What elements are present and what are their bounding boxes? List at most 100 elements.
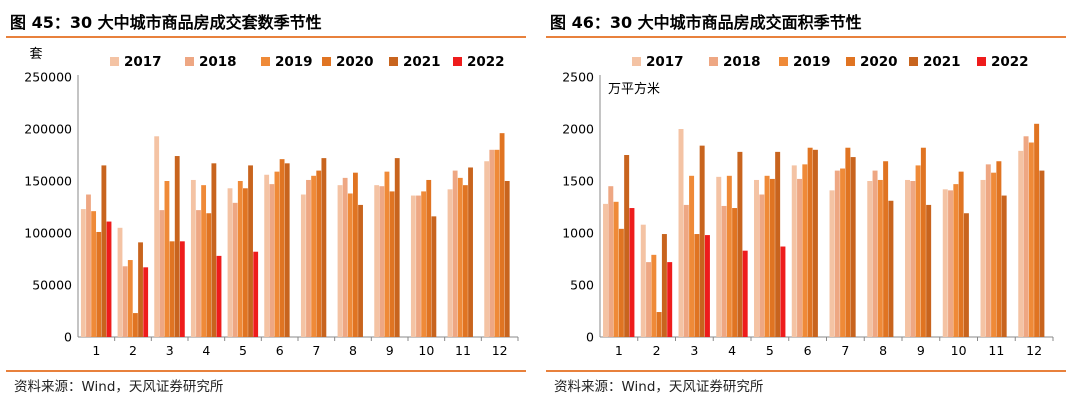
bar-2022 — [667, 262, 673, 337]
x-tick-label: 4 — [728, 343, 736, 358]
legend-label: 2017 — [646, 54, 684, 70]
bar-2020 — [618, 228, 624, 337]
legend-swatch — [977, 57, 986, 66]
bar-2022 — [780, 246, 786, 337]
bar-2018 — [1023, 136, 1029, 337]
bar-2018 — [489, 149, 495, 337]
bar-2017 — [374, 185, 380, 337]
x-tick-label: 3 — [690, 343, 698, 358]
bar-2020 — [279, 159, 285, 337]
legend-label: 2019 — [793, 54, 831, 70]
bar-2021 — [775, 151, 781, 337]
x-tick-label: 1 — [615, 343, 623, 358]
y-tick-label: 50000 — [32, 278, 72, 293]
chart-title: 图 46：30 大中城市商品房成交面积季节性 — [550, 13, 862, 32]
y-tick-label: 100000 — [24, 226, 72, 241]
x-tick-label: 7 — [841, 343, 849, 358]
bar-2018 — [122, 266, 128, 337]
bar-2019 — [457, 177, 463, 337]
bar-2017 — [300, 194, 306, 337]
bar-2021 — [624, 155, 630, 337]
bar-2021 — [926, 204, 932, 337]
bar-2019 — [991, 172, 997, 337]
chart-svg-area: 万平方米 2017 2018 2019 2020 2021 2022 0 500 1000 1500… — [562, 54, 1054, 358]
x-tick-label: 5 — [239, 343, 247, 358]
bar-2018 — [416, 195, 421, 337]
bar-2018 — [86, 194, 91, 337]
bar-2021 — [431, 216, 437, 337]
bar-2017 — [410, 195, 416, 337]
bar-2020 — [958, 171, 964, 337]
legend-swatch — [909, 57, 918, 66]
legend-swatch — [453, 57, 462, 66]
bar-2022 — [143, 267, 149, 337]
bar-2020 — [732, 208, 738, 337]
bar-2018 — [232, 202, 238, 337]
x-tick-label: 8 — [879, 343, 887, 358]
x-tick-label: 8 — [349, 343, 357, 358]
y-tick-label: 1000 — [562, 226, 594, 241]
bar-2020 — [96, 231, 102, 337]
bar-2018 — [159, 210, 165, 337]
bar-2019 — [274, 171, 280, 337]
bar-2020 — [133, 313, 138, 337]
bar-2017 — [829, 190, 835, 337]
y-axis-label: 万平方米 — [608, 81, 660, 97]
bar-2018 — [910, 181, 916, 337]
bar-2017 — [678, 129, 684, 337]
bar-2021 — [963, 213, 969, 337]
bar-2021 — [812, 149, 818, 337]
bar-2018 — [196, 210, 201, 337]
chart-panel-right: 图 46：30 大中城市商品房成交面积季节性 万平方米 2017 2018 2019 2… — [546, 0, 1066, 402]
bar-2020 — [169, 241, 175, 337]
bar-2018 — [872, 170, 878, 337]
bar-2019 — [689, 175, 695, 337]
y-tick-label: 0 — [64, 330, 72, 345]
bar-2021 — [1039, 170, 1045, 337]
bar-2017 — [942, 189, 948, 337]
legend-swatch — [709, 57, 718, 66]
bar-2021 — [1001, 195, 1007, 337]
bar-2018 — [834, 170, 840, 337]
bar-2021 — [699, 145, 705, 337]
bar-2020 — [769, 178, 775, 337]
bar-2018 — [608, 186, 614, 337]
bar-2017 — [154, 136, 160, 337]
legend-swatch — [185, 57, 194, 66]
legend-swatch — [389, 57, 398, 66]
bar-2017 — [227, 188, 233, 337]
bar-2019 — [164, 181, 170, 337]
bar-2022 — [179, 241, 185, 337]
bar-2021 — [138, 242, 143, 337]
bar-2017 — [640, 224, 646, 337]
bar-2020 — [316, 170, 322, 337]
bar-2021 — [321, 158, 327, 337]
bar-2020 — [499, 133, 505, 337]
bar-2019 — [613, 201, 619, 337]
bar-2022 — [216, 255, 222, 337]
legend-label: 2018 — [723, 54, 761, 70]
legend-swatch — [632, 57, 641, 66]
bar-2019 — [802, 164, 808, 337]
bar-2017 — [80, 209, 86, 337]
divider — [546, 370, 1066, 372]
legend-swatch — [846, 57, 855, 66]
bar-2018 — [948, 190, 954, 337]
bar-2019 — [877, 179, 883, 337]
bar-2022 — [253, 251, 259, 337]
x-tick-label: 4 — [202, 343, 210, 358]
bar-2018 — [759, 194, 765, 337]
bar-2020 — [389, 191, 395, 337]
x-tick-label: 3 — [166, 343, 174, 358]
chart-panel-left: 图 45：30 大中城市商品房成交套数季节性 套 2017 2018 2019 2020… — [6, 0, 526, 402]
bar-2022 — [629, 208, 635, 337]
bar-2019 — [651, 254, 657, 337]
bar-2020 — [996, 161, 1002, 337]
bar-2021 — [850, 157, 856, 337]
bar-2021 — [284, 163, 290, 337]
bar-2019 — [953, 184, 959, 337]
y-tick-label: 150000 — [24, 174, 72, 189]
y-tick-label: 2000 — [562, 122, 594, 137]
legend-label: 2020 — [336, 54, 374, 70]
x-tick-label: 10 — [418, 343, 434, 358]
